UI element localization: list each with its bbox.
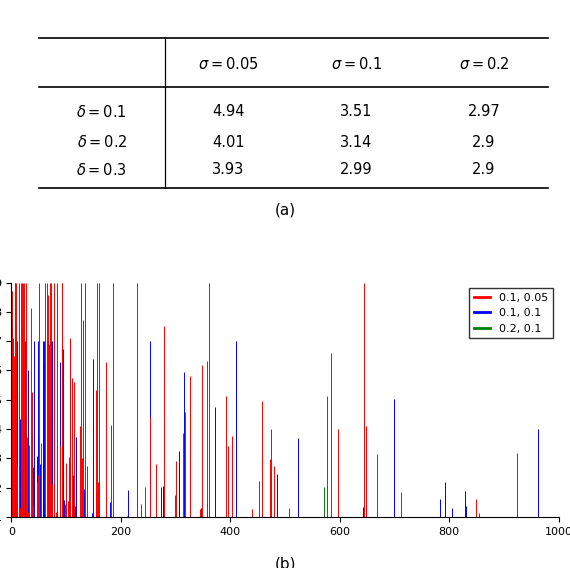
Text: $\sigma = 0.2$: $\sigma = 0.2$ (459, 56, 509, 72)
Text: 4.01: 4.01 (212, 135, 245, 150)
Text: $\delta = 0.2$: $\delta = 0.2$ (77, 134, 127, 151)
Text: $\delta = 0.1$: $\delta = 0.1$ (76, 103, 127, 120)
Text: 3.51: 3.51 (340, 104, 372, 119)
Text: 3.93: 3.93 (213, 162, 245, 177)
Text: 2.99: 2.99 (340, 162, 372, 177)
Text: 2.9: 2.9 (472, 162, 495, 177)
Text: (b): (b) (274, 556, 296, 568)
Text: (a): (a) (274, 202, 296, 217)
Text: 2.9: 2.9 (472, 135, 495, 150)
Legend: 0.1, 0.05, 0.1, 0.1, 0.2, 0.1: 0.1, 0.05, 0.1, 0.1, 0.2, 0.1 (469, 288, 553, 338)
Text: $\delta = 0.3$: $\delta = 0.3$ (76, 162, 127, 178)
Text: 3.14: 3.14 (340, 135, 372, 150)
Text: 4.94: 4.94 (212, 104, 245, 119)
Text: $\sigma = 0.1$: $\sigma = 0.1$ (331, 56, 382, 72)
Text: 2.97: 2.97 (467, 104, 500, 119)
Text: $\sigma = 0.05$: $\sigma = 0.05$ (198, 56, 259, 72)
